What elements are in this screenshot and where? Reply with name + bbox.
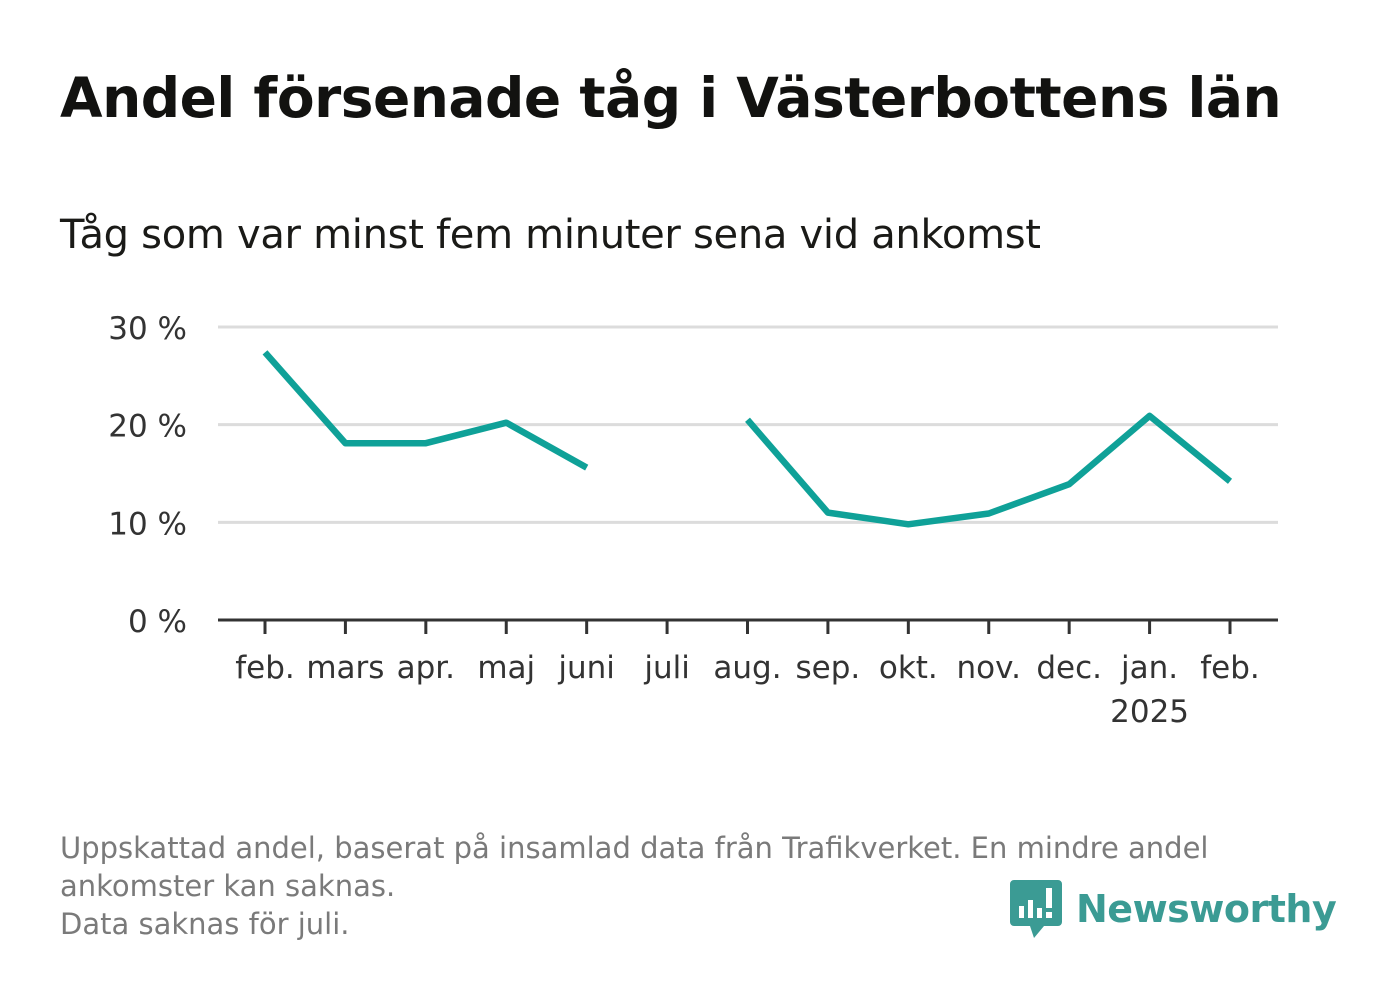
- y-tick-label: 20 %: [108, 409, 187, 445]
- x-tick-label: maj: [477, 650, 535, 686]
- x-tick-label: juni: [557, 650, 615, 686]
- series-line-segment: [745, 412, 1233, 528]
- x-tick-label: feb.: [235, 650, 295, 686]
- chart-title: Andel försenade tåg i Västerbottens län: [60, 66, 1282, 130]
- x-tick-label: feb.: [1200, 650, 1260, 686]
- x-tick-label: apr.: [397, 650, 455, 686]
- footnote: Uppskattad andel, baserat på insamlad da…: [60, 829, 1310, 943]
- chart-subtitle: Tåg som var minst fem minuter sena vid a…: [60, 212, 1041, 258]
- x-tick-sublabel: 2025: [1110, 694, 1189, 730]
- newsworthy-logo-text: Newsworthy: [1076, 887, 1337, 931]
- footnote-line-2: ankomster kan saknas.: [60, 869, 396, 903]
- series-line-segment: [262, 350, 589, 471]
- x-tick-label: dec.: [1036, 650, 1102, 686]
- x-tick-label: sep.: [796, 650, 861, 686]
- y-tick-label: 10 %: [108, 506, 187, 542]
- x-tick-label: okt.: [879, 650, 938, 686]
- line-chart: 0 % 10 % 20 % 30 % feb. mars apr. maj juni juli au…: [108, 311, 1278, 730]
- x-tick-label: mars: [306, 650, 384, 686]
- x-tick-label: jan.: [1120, 650, 1178, 686]
- y-tick-label: 30 %: [108, 311, 187, 347]
- x-tick-label: nov.: [957, 650, 1021, 686]
- x-tick-label: aug.: [713, 650, 781, 686]
- y-tick-label: 0 %: [128, 604, 187, 640]
- newsworthy-logo-icon: [1010, 880, 1062, 938]
- footnote-line-3: Data saknas för juli.: [60, 907, 350, 941]
- newsworthy-logo: Newsworthy: [1010, 878, 1337, 940]
- x-tick-label: juli: [643, 650, 690, 686]
- footnote-line-1: Uppskattad andel, baserat på insamlad da…: [60, 831, 1209, 865]
